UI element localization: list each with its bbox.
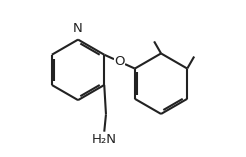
- Text: O: O: [114, 55, 125, 68]
- Text: H₂N: H₂N: [92, 133, 117, 146]
- Text: N: N: [73, 22, 83, 35]
